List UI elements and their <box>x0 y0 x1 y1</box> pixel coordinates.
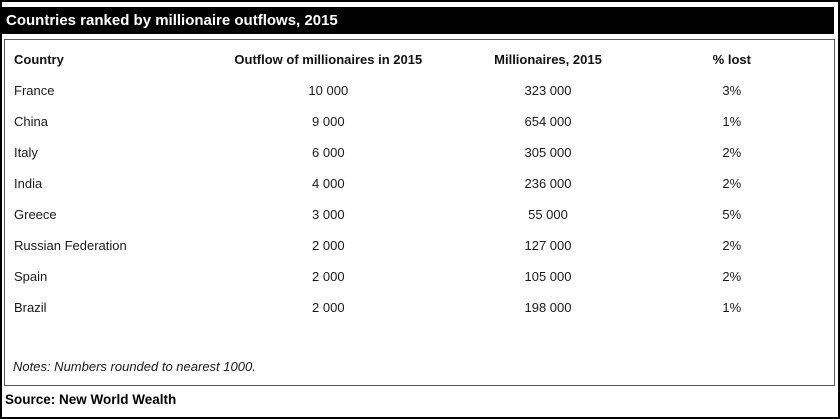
cell-millionaires: 55 000 <box>528 207 568 222</box>
table-header: Country Outflow of millionaires in 2015 … <box>5 44 834 75</box>
cell-country: Russian Federation <box>14 238 127 253</box>
cell-outflow: 10 000 <box>308 83 349 98</box>
column-header-outflow: Outflow of millionaires in 2015 <box>234 52 423 67</box>
cell-millionaires: 305 000 <box>524 145 572 160</box>
cell-millionaires: 105 000 <box>524 269 572 284</box>
cell-percent-lost: 3% <box>722 83 742 98</box>
cell-percent-lost: 2% <box>722 238 742 253</box>
cell-percent-lost: 5% <box>722 207 742 222</box>
cell-percent-lost: 2% <box>722 176 742 191</box>
cell-country: Brazil <box>14 300 47 315</box>
table-body: France 10 000 323 000 3% China 9 000 654… <box>5 75 834 323</box>
cell-percent-lost: 2% <box>722 145 742 160</box>
cell-country: India <box>14 176 43 191</box>
column-header-percent-lost: % lost <box>712 52 751 67</box>
cell-outflow: 2 000 <box>312 269 345 284</box>
table-row: Russian Federation 2 000 127 000 2% <box>5 230 834 261</box>
source-line: Source: New World Wealth <box>5 392 177 407</box>
title-bar: Countries ranked by millionaire outflows… <box>2 7 834 34</box>
cell-country: France <box>14 83 55 98</box>
header-row: Country Outflow of millionaires in 2015 … <box>5 44 834 75</box>
table-row: India 4 000 236 000 2% <box>5 168 834 199</box>
notes-line: Notes: Numbers rounded to nearest 1000. <box>13 359 256 374</box>
cell-outflow: 2 000 <box>312 238 345 253</box>
table-row: China 9 000 654 000 1% <box>5 106 834 137</box>
cell-percent-lost: 1% <box>722 114 742 129</box>
cell-percent-lost: 1% <box>722 300 742 315</box>
cell-millionaires: 127 000 <box>524 238 572 253</box>
column-header-millionaires: Millionaires, 2015 <box>494 52 602 67</box>
table-row: Brazil 2 000 198 000 1% <box>5 292 834 323</box>
cell-country: China <box>14 114 48 129</box>
table-row: France 10 000 323 000 3% <box>5 75 834 106</box>
table-row: Italy 6 000 305 000 2% <box>5 137 834 168</box>
cell-millionaires: 236 000 <box>524 176 572 191</box>
column-header-country: Country <box>14 52 64 67</box>
cell-percent-lost: 2% <box>722 269 742 284</box>
table-panel: Country Outflow of millionaires in 2015 … <box>4 39 835 386</box>
cell-outflow: 2 000 <box>312 300 345 315</box>
table-row: Greece 3 000 55 000 5% <box>5 199 834 230</box>
cell-millionaires: 323 000 <box>524 83 572 98</box>
table-row: Spain 2 000 105 000 2% <box>5 261 834 292</box>
cell-outflow: 6 000 <box>312 145 345 160</box>
cell-outflow: 9 000 <box>312 114 345 129</box>
cell-country: Spain <box>14 269 48 284</box>
cell-country: Greece <box>14 207 57 222</box>
data-table: Country Outflow of millionaires in 2015 … <box>5 44 834 323</box>
cell-outflow: 4 000 <box>312 176 345 191</box>
figure-title: Countries ranked by millionaire outflows… <box>6 12 338 29</box>
cell-millionaires: 654 000 <box>524 114 572 129</box>
cell-outflow: 3 000 <box>312 207 345 222</box>
cell-country: Italy <box>14 145 38 160</box>
cell-millionaires: 198 000 <box>524 300 572 315</box>
